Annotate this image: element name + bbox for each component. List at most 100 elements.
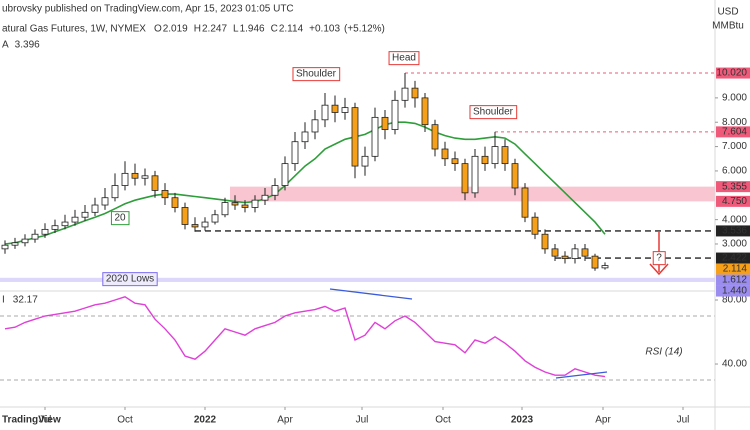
annotation: Head [388,51,420,66]
candle-body [211,214,219,223]
candle-body [331,104,339,113]
candle-body [491,146,499,165]
annotation-text: RSI (14) [645,347,682,358]
candle-body [271,185,279,196]
publisher: ubrovsky published on TradingView.com, A… [2,4,294,15]
candle-body [411,87,419,99]
candle-body [121,172,129,186]
price-label-box [716,252,750,264]
candle-body [151,175,159,191]
candle-body [101,197,109,206]
price-label: 1.440 [722,286,747,297]
legend-text: 3.396 [15,40,40,51]
price-label-box [716,263,750,275]
candle-body [261,194,269,201]
candle-body [501,146,509,165]
price-label: 1.612 [722,275,747,286]
x-tick-label: 2022 [194,415,217,426]
candle-body [531,216,539,235]
legend-text: C [271,24,278,35]
annotation-text: Head [392,53,416,64]
legend-text: atural Gas Futures, 1W, NYMEX [2,24,146,35]
legend-text: A [2,40,9,51]
legend-text: L [233,24,239,35]
price-label-box [716,225,750,237]
candle-body [21,238,29,244]
candle-body [431,124,439,150]
price-label: 4.750 [722,196,747,207]
annotation: 2020 Lows [102,272,158,287]
x-tick-label: Jul [356,415,369,426]
candle-body [551,248,559,257]
candle-body [401,87,409,101]
annotation: 20 [110,211,130,226]
price-label: 7.604 [722,127,747,138]
candle-body [11,242,19,246]
y-tick-label: 3.000 [722,239,747,250]
annotation: RSI (14) [645,347,682,358]
candle-body [181,207,189,225]
candle-body [441,148,449,160]
legend-text: 32.17 [13,295,38,306]
price-label: 2.422 [722,253,747,264]
candle-body [251,199,259,208]
legend-text: 2.114 [279,24,304,35]
divergence-line [555,371,608,379]
candle-body [541,233,549,250]
x-tick-label: Apr [277,415,293,426]
candle-body [31,233,39,240]
candle-body [191,224,199,228]
candle-body [381,116,389,130]
annotation: Shoulder [292,67,341,82]
annotation: Shoulder [469,105,518,120]
candle-body [81,211,89,218]
divergence-line [329,288,413,300]
rsi-tick-label: 40.00 [722,359,747,370]
x-tick-label: 2023 [511,415,534,426]
candle-body [171,197,179,208]
annotation-text: Shoulder [296,69,337,80]
candle-body [321,104,329,121]
legend-text: 2.247 [202,24,227,35]
candle-body [591,255,599,269]
price-label: 3.536 [722,226,747,237]
x-tick-label: Jul [39,415,52,426]
candle-body [511,163,519,189]
candle-body [111,185,119,199]
candle-body [91,204,99,213]
candle-body [231,202,239,206]
candle-body [311,119,319,133]
price-label-box [716,285,750,297]
candle-body [161,190,169,199]
x-tick-label: Apr [595,415,611,426]
candle-body [201,221,209,228]
candle-body [421,97,429,126]
annotation-text: 20 [114,213,126,224]
rsi-tick-label: 80.00 [722,295,747,306]
x-tick-label: Jul [677,415,690,426]
price-label: 2.114 [723,264,748,275]
annotation-text: ? [656,253,662,264]
sma-line [4,121,606,245]
price-label-box [716,274,750,286]
candle-body [361,155,369,167]
candle-body [391,99,399,130]
price-label-box [716,126,750,138]
annotation-text: 2020 Lows [106,274,154,285]
x-tick-label: Oct [117,415,133,426]
candle-body [281,163,289,186]
candle-body [221,202,229,216]
x-tick-label: Oct [435,415,451,426]
price-label-box [716,195,750,207]
candle-body [1,244,9,250]
zone [230,186,715,202]
currency: USD [717,7,738,18]
candle-body [581,248,589,257]
annotation-box [102,272,158,287]
candle-body [461,163,469,194]
candle-body [71,216,79,223]
candle-body [351,107,359,167]
price-label-box [716,181,750,193]
plot [0,72,715,381]
